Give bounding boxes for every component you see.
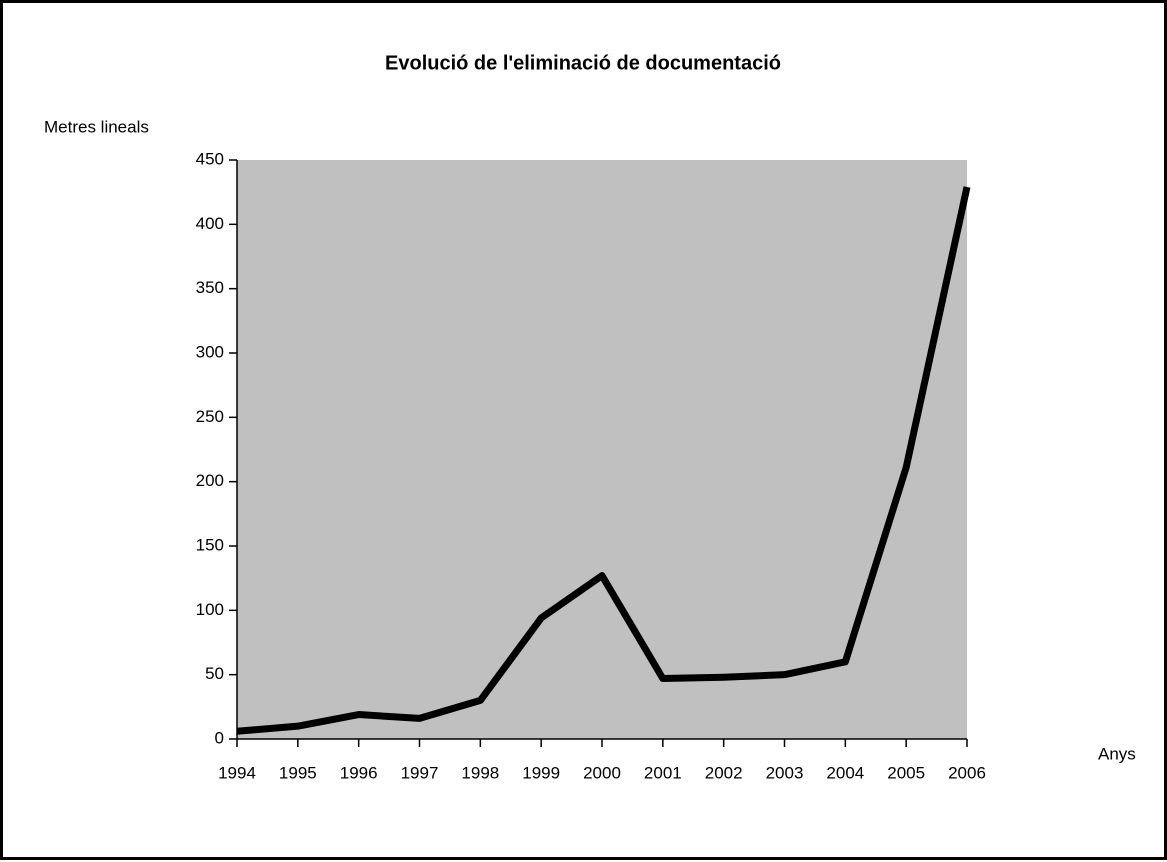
x-tick-label: 2001 bbox=[644, 763, 682, 782]
x-tick-label: 2004 bbox=[826, 763, 864, 782]
x-tick-label: 1999 bbox=[522, 763, 560, 782]
x-tick-label: 1994 bbox=[218, 763, 256, 782]
chart-title: Evolució de l'eliminació de documentació bbox=[385, 52, 781, 74]
y-tick-label: 250 bbox=[196, 407, 224, 426]
x-tick-label: 1997 bbox=[401, 763, 439, 782]
plot-area bbox=[237, 160, 967, 739]
y-tick-label: 50 bbox=[205, 664, 224, 683]
x-tick-label: 2002 bbox=[705, 763, 743, 782]
y-tick-label: 0 bbox=[215, 728, 224, 747]
y-tick-label: 100 bbox=[196, 600, 224, 619]
x-tick-label: 1998 bbox=[461, 763, 499, 782]
x-tick-label: 1996 bbox=[340, 763, 378, 782]
x-tick-label: 1995 bbox=[279, 763, 317, 782]
data-line bbox=[236, 186, 971, 735]
y-tick-label: 200 bbox=[196, 471, 224, 490]
x-tick-label: 2005 bbox=[887, 763, 925, 782]
x-tick-label: 2000 bbox=[583, 763, 621, 782]
x-tick-label: 2003 bbox=[766, 763, 804, 782]
y-tick-label: 150 bbox=[196, 535, 224, 554]
x-tick-label: 2006 bbox=[948, 763, 986, 782]
y-tick-label: 300 bbox=[196, 342, 224, 361]
y-tick-label: 450 bbox=[196, 149, 224, 168]
y-tick-label: 350 bbox=[196, 278, 224, 297]
x-axis-label: Anys bbox=[1098, 744, 1136, 763]
y-tick-label: 400 bbox=[196, 214, 224, 233]
y-axis-label: Metres lineals bbox=[44, 117, 149, 136]
